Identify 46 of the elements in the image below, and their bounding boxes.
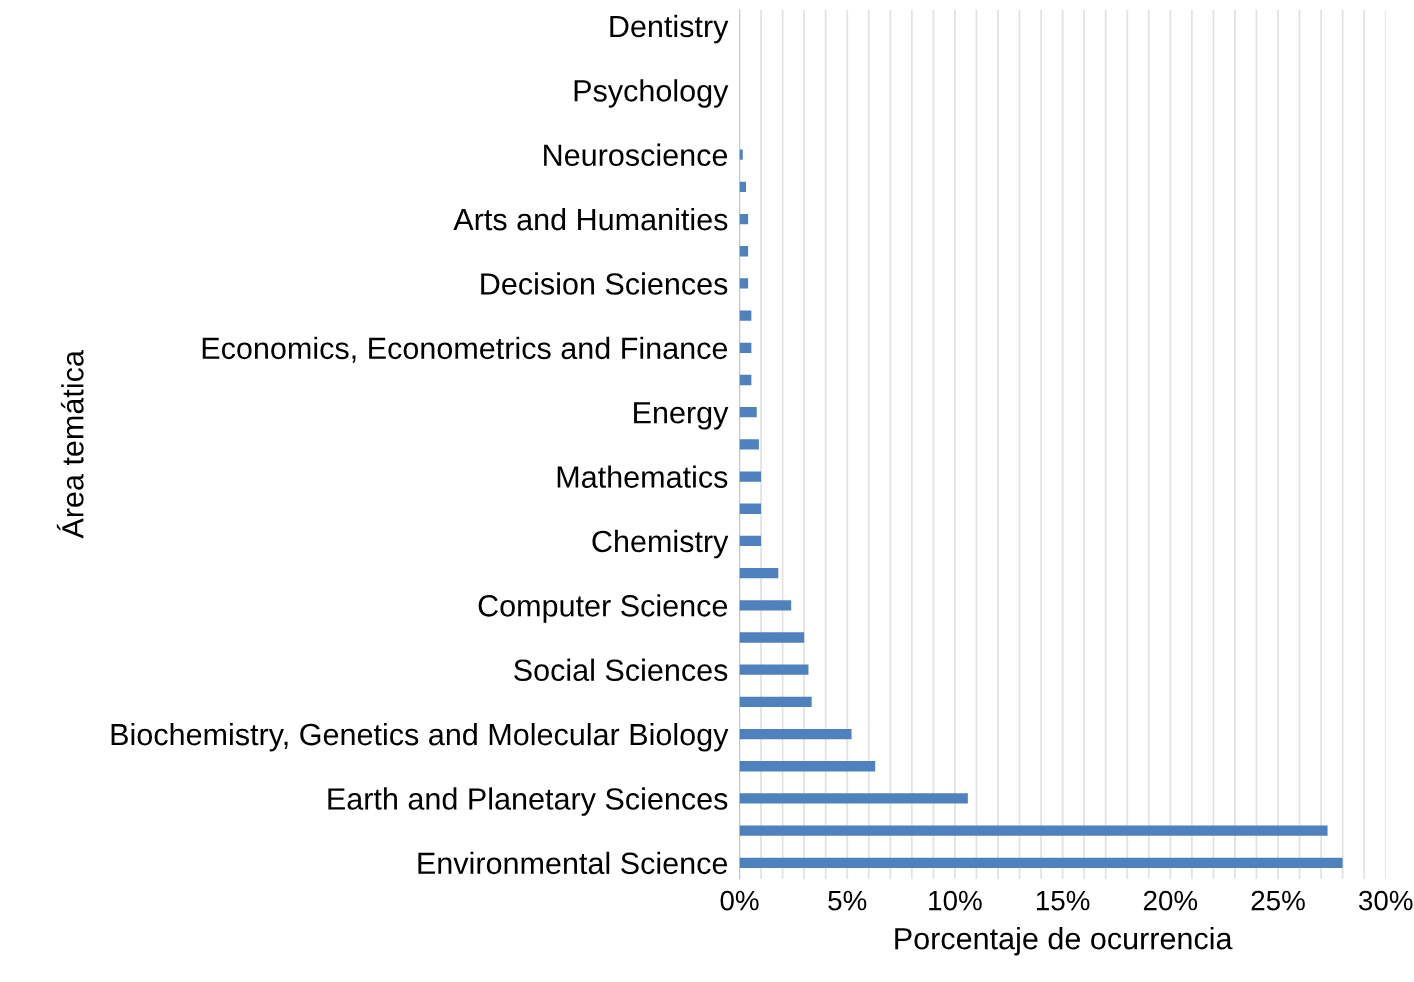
- x-tick-label: 30%: [1358, 890, 1413, 911]
- y-tick-label: Chemistry: [592, 529, 729, 559]
- y-tick-label: Biochemistry, Genetics and Molecular Biology: [111, 722, 729, 752]
- y-tick-label: Mathematics: [557, 465, 728, 488]
- bar: [739, 342, 752, 353]
- bar: [739, 439, 759, 450]
- bar: [739, 632, 805, 643]
- bar: [739, 857, 1343, 868]
- bar: [739, 761, 876, 772]
- y-tick-label: Dentistry: [610, 14, 729, 44]
- x-axis-title: Porcentaje de ocurrencia: [895, 927, 1233, 956]
- x-tick-label: 5%: [828, 890, 867, 911]
- y-tick-label: Psychology: [574, 79, 729, 108]
- y-tick-label: Earth and Planetary Sciences: [328, 787, 728, 816]
- bar: [739, 728, 852, 740]
- bar: [739, 793, 968, 804]
- bar: [739, 696, 812, 708]
- bar: [739, 149, 743, 160]
- y-tick-label: Arts and Humanities: [453, 207, 728, 231]
- x-tick-label: 10%: [929, 890, 982, 911]
- y-tick-label: Neuroscience: [544, 143, 728, 167]
- bar: [739, 181, 746, 192]
- bar: [739, 567, 779, 579]
- bar: [739, 310, 752, 321]
- bar: [739, 664, 809, 675]
- x-tick-label: 0%: [720, 890, 759, 911]
- y-tick-label: Economics, Econometrics and Finance: [202, 336, 728, 363]
- y-tick-label: Environmental Science: [418, 851, 728, 875]
- bar: [739, 213, 749, 225]
- y-tick-label: Social Sciences: [514, 658, 728, 682]
- y-tick-label: Computer Science: [478, 594, 728, 623]
- bar: [739, 374, 752, 386]
- y-axis-title: Área temática: [56, 350, 84, 539]
- bar: [739, 407, 757, 418]
- y-tick-label: Energy: [634, 402, 729, 430]
- x-tick-label: 20%: [1143, 890, 1198, 911]
- x-tick-label: 25%: [1251, 890, 1305, 911]
- bar: [739, 278, 749, 289]
- bar: [739, 535, 762, 547]
- bar: [739, 246, 749, 257]
- x-tick-label: 15%: [1036, 890, 1090, 911]
- bar: [739, 471, 762, 482]
- bar: [739, 825, 1328, 836]
- bar: [739, 503, 762, 514]
- y-tick-label: Decision Sciences: [481, 272, 728, 295]
- bar: [739, 600, 792, 611]
